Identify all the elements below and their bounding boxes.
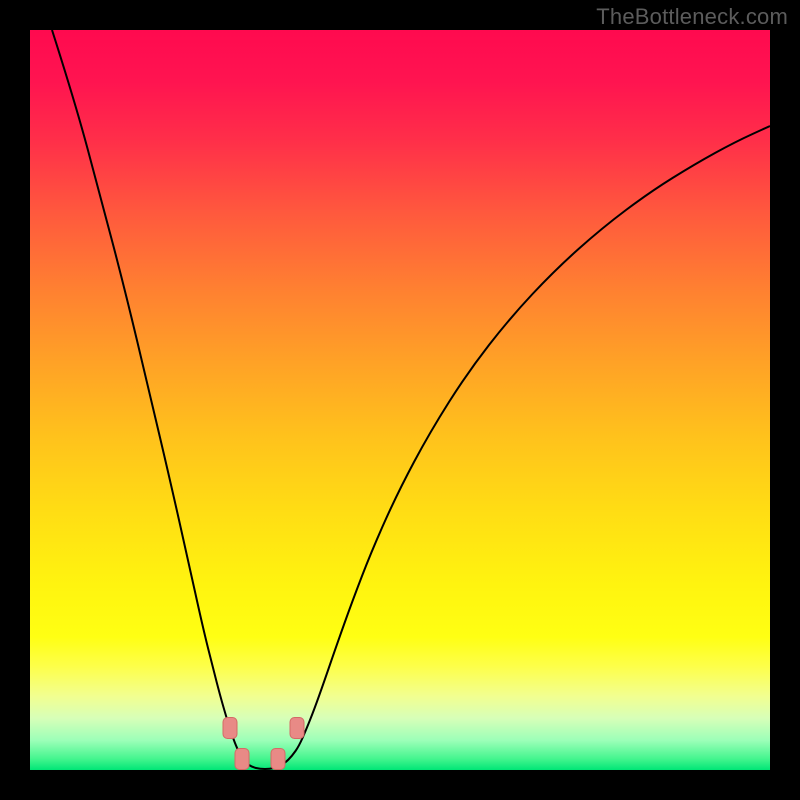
bottleneck-curve: [30, 30, 770, 770]
plot-area: [30, 30, 770, 770]
watermark-text: TheBottleneck.com: [596, 4, 788, 30]
curve-marker: [235, 748, 250, 770]
curve-marker: [271, 748, 286, 770]
curve-marker: [290, 717, 305, 739]
curve-marker: [223, 717, 238, 739]
